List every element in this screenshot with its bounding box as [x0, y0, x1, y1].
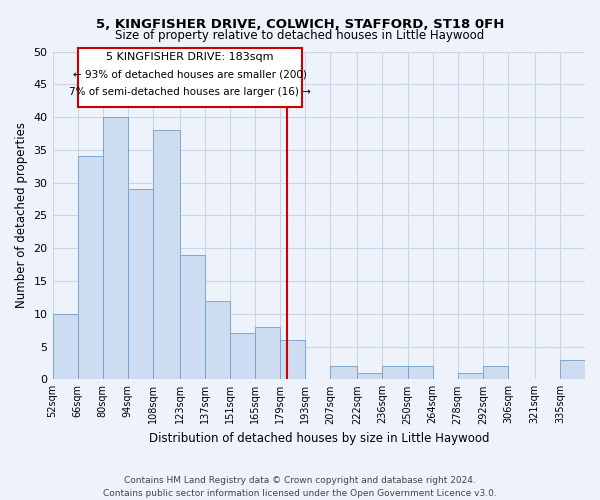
- Text: 5 KINGFISHER DRIVE: 183sqm: 5 KINGFISHER DRIVE: 183sqm: [106, 52, 274, 62]
- Bar: [205, 300, 230, 380]
- Bar: [103, 117, 128, 380]
- Bar: [180, 254, 205, 380]
- Text: Contains HM Land Registry data © Crown copyright and database right 2024.
Contai: Contains HM Land Registry data © Crown c…: [103, 476, 497, 498]
- Bar: [560, 360, 585, 380]
- Text: ← 93% of detached houses are smaller (200): ← 93% of detached houses are smaller (20…: [73, 70, 307, 80]
- Text: Size of property relative to detached houses in Little Haywood: Size of property relative to detached ho…: [115, 29, 485, 42]
- Text: 5, KINGFISHER DRIVE, COLWICH, STAFFORD, ST18 0FH: 5, KINGFISHER DRIVE, COLWICH, STAFFORD, …: [96, 18, 504, 30]
- Bar: [77, 156, 103, 380]
- Bar: [331, 366, 358, 380]
- Text: 7% of semi-detached houses are larger (16) →: 7% of semi-detached houses are larger (1…: [69, 87, 311, 97]
- Bar: [53, 314, 77, 380]
- Bar: [458, 372, 483, 380]
- Bar: [255, 327, 280, 380]
- Bar: [128, 189, 153, 380]
- Bar: [77, 48, 302, 107]
- X-axis label: Distribution of detached houses by size in Little Haywood: Distribution of detached houses by size …: [149, 432, 489, 445]
- Bar: [483, 366, 508, 380]
- Bar: [230, 334, 255, 380]
- Bar: [280, 340, 305, 380]
- Bar: [358, 372, 382, 380]
- Bar: [153, 130, 180, 380]
- Bar: [407, 366, 433, 380]
- Y-axis label: Number of detached properties: Number of detached properties: [15, 122, 28, 308]
- Bar: [382, 366, 407, 380]
